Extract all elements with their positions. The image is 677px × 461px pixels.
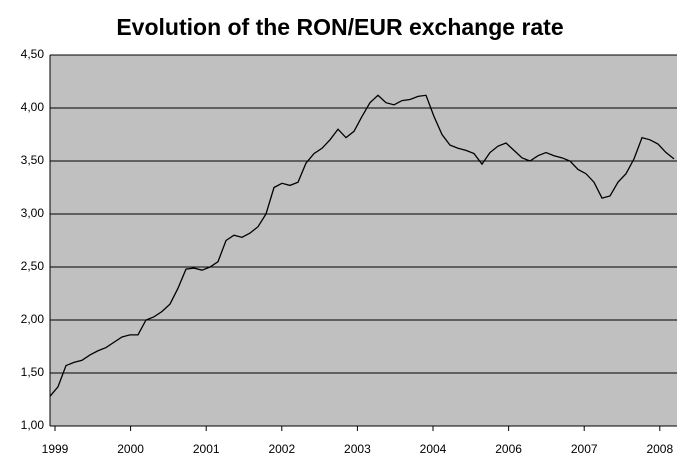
y-tick-label: 4,50 xyxy=(21,47,45,61)
y-tick-label: 3,00 xyxy=(21,206,45,220)
y-tick-label: 1,00 xyxy=(21,418,45,432)
x-tick-label: 2003 xyxy=(344,442,371,456)
x-tick-label: 2007 xyxy=(571,442,598,456)
x-tick-label: 2000 xyxy=(117,442,144,456)
x-tick-label: 2004 xyxy=(420,442,447,456)
y-tick-label: 2,00 xyxy=(21,312,45,326)
plot-area xyxy=(50,55,677,426)
x-tick-label: 2006 xyxy=(495,442,522,456)
y-tick-label: 2,50 xyxy=(21,259,45,273)
x-tick-label: 1999 xyxy=(42,442,69,456)
y-tick-label: 3,50 xyxy=(21,153,45,167)
line xyxy=(49,94,675,397)
y-tick-label: 1,50 xyxy=(21,365,45,379)
x-tick-label: 2008 xyxy=(646,442,673,456)
x-tick-label: 2001 xyxy=(193,442,220,456)
x-tick-label: 2002 xyxy=(268,442,295,456)
chart-title: Evolution of the RON/EUR exchange rate xyxy=(116,14,563,40)
y-tick-label: 4,00 xyxy=(21,100,45,114)
